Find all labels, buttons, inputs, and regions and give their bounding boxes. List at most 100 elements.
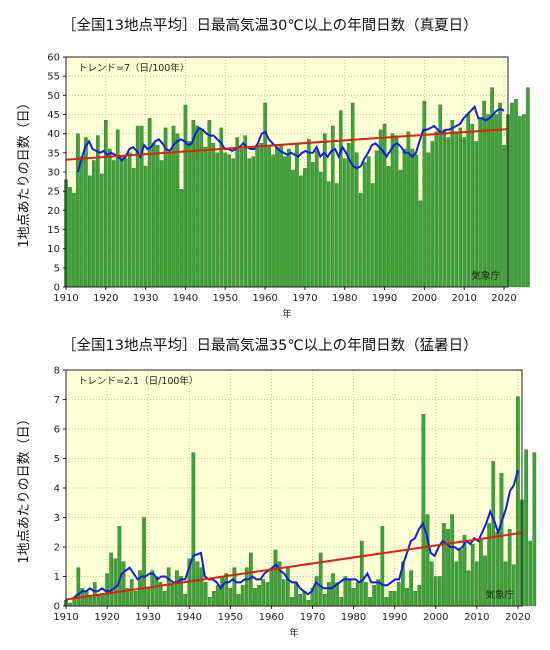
x-tick-label: 1990 <box>372 293 397 304</box>
bar <box>257 585 261 607</box>
bar <box>343 576 348 607</box>
bar <box>526 87 530 288</box>
x-tick-label: 2020 <box>505 612 530 623</box>
bar <box>191 452 196 607</box>
bar <box>84 137 88 288</box>
bar <box>359 540 364 607</box>
bar <box>235 137 240 288</box>
bar <box>386 166 391 288</box>
bar <box>392 591 397 607</box>
bar <box>211 143 216 288</box>
y-tick-label: 35 <box>47 148 60 159</box>
bar <box>203 582 208 607</box>
bar <box>425 514 430 607</box>
bar <box>294 582 298 607</box>
trend-annotation: トレンド=7（日/100年） <box>78 62 189 74</box>
chart-svg: 0 5 10 15 20 25 30 35 40 45 50 55 60 1910 1920 1930 1940… <box>17 53 530 320</box>
bar <box>390 133 395 288</box>
y-tick-label: 2 <box>54 543 60 554</box>
bar <box>346 143 351 288</box>
bar <box>175 570 179 607</box>
bar <box>470 123 474 288</box>
bar <box>358 192 363 288</box>
x-tick-label: 1930 <box>133 293 158 304</box>
bar <box>532 452 537 607</box>
bar <box>311 162 315 288</box>
bar <box>418 200 423 288</box>
bar <box>290 596 294 607</box>
moving-average-line <box>76 104 505 173</box>
bar <box>109 552 114 607</box>
bar <box>119 156 124 288</box>
bar <box>224 573 229 607</box>
bar <box>127 152 132 288</box>
bar <box>355 582 360 607</box>
bar <box>510 102 514 288</box>
x-tick-label: 1980 <box>341 612 366 623</box>
x-tick-label: 1920 <box>93 293 118 304</box>
bar <box>236 594 241 607</box>
bar <box>84 591 89 607</box>
y-axis-label: 1地点あたりの日数（日） <box>17 412 32 563</box>
x-tick-label: 1970 <box>300 612 325 623</box>
x-tick-label: 1950 <box>218 612 243 623</box>
y-tick-label: 1 <box>54 572 60 583</box>
x-tick-label: 1980 <box>332 293 357 304</box>
bar <box>155 144 160 288</box>
bar <box>370 183 375 288</box>
bar <box>291 169 295 288</box>
bar <box>147 118 152 288</box>
bar <box>482 100 486 288</box>
y-tick-label: 30 <box>47 168 60 179</box>
bar <box>295 143 299 288</box>
y-tick-label: 3 <box>54 513 60 524</box>
bar <box>72 192 76 288</box>
bar <box>426 152 431 288</box>
bar <box>466 570 471 607</box>
bar <box>417 585 422 607</box>
bar <box>219 127 224 288</box>
bar <box>143 166 148 288</box>
bar <box>261 579 266 607</box>
x-tick-label: 2010 <box>464 612 489 623</box>
bar <box>283 156 287 288</box>
bar <box>259 143 263 288</box>
y-tick-label: 55 <box>47 72 60 83</box>
bar <box>502 144 506 288</box>
x-tick-label: 1940 <box>173 293 198 304</box>
bar <box>271 154 275 288</box>
bar <box>247 158 251 288</box>
bar <box>350 102 355 288</box>
bar <box>458 549 463 607</box>
bar <box>220 576 224 607</box>
bar <box>273 549 278 607</box>
bar <box>314 576 319 607</box>
bar <box>76 133 80 288</box>
bar <box>146 588 151 607</box>
bar <box>486 114 490 288</box>
bar <box>303 167 307 288</box>
bar <box>494 114 498 288</box>
x-tick-label: 2010 <box>451 293 476 304</box>
bar <box>203 146 208 288</box>
bar <box>306 599 311 607</box>
trend-line <box>65 128 509 161</box>
bar <box>162 591 167 607</box>
bar <box>327 582 331 607</box>
bar <box>121 561 126 607</box>
bar <box>287 148 291 288</box>
moving-average-line <box>73 470 519 598</box>
bar <box>414 154 419 288</box>
x-tick-label: 1960 <box>252 293 277 304</box>
x-tick-label: 1990 <box>382 612 407 623</box>
bar <box>281 579 286 607</box>
bar <box>374 150 379 288</box>
bar <box>115 129 120 288</box>
bar <box>372 585 376 607</box>
x-tick-label: 1970 <box>292 293 317 304</box>
bar <box>131 167 136 288</box>
y-tick-label: 8 <box>54 366 60 377</box>
bar <box>100 173 104 288</box>
bar <box>251 156 255 288</box>
bar <box>442 129 447 288</box>
